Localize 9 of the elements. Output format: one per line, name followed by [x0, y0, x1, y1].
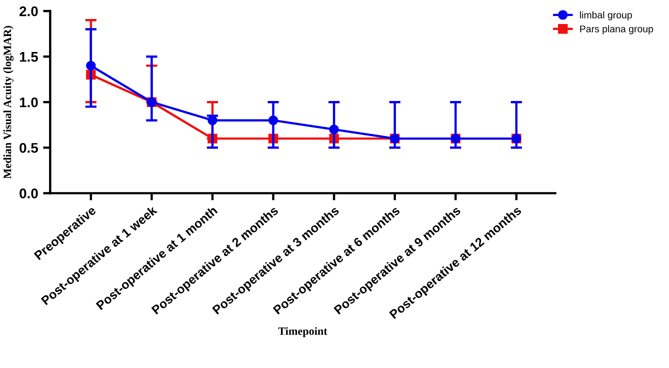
- y-tick-label: 1.5: [20, 52, 38, 62]
- y-tick-label: 0.0: [20, 188, 38, 198]
- y-tick-label: 0.5: [20, 142, 38, 153]
- legend-label: Pars plana group: [580, 25, 654, 34]
- y-tick-label: 1.0: [20, 97, 38, 108]
- y-axis-title: Median Visual Acuity (logMAR): [3, 26, 14, 179]
- legend-label: limbal group: [580, 11, 632, 20]
- y-tick-label: 2.0: [20, 6, 38, 16]
- x-axis-title: Timepoint: [278, 327, 328, 338]
